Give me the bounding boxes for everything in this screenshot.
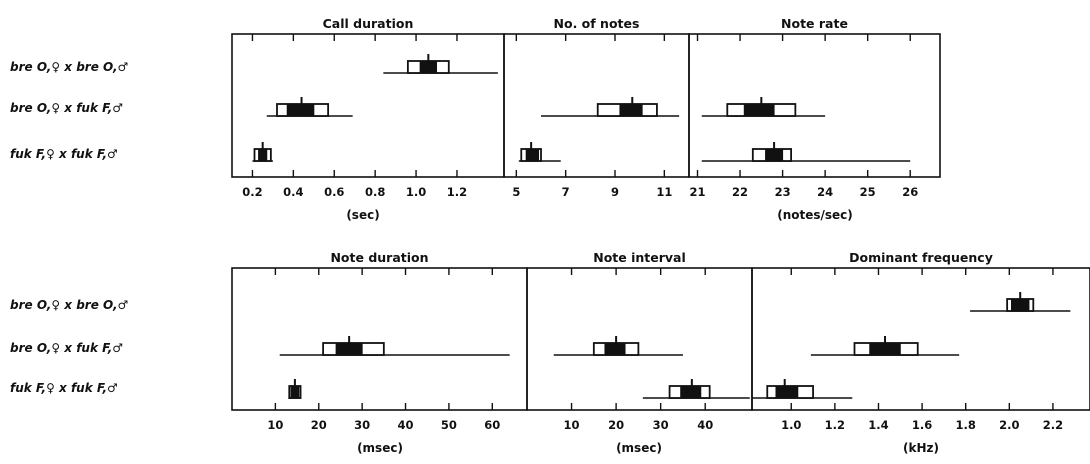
x-tick-label: 1.6: [912, 418, 932, 432]
group-2: [266, 97, 353, 117]
panel-frame: [526, 267, 753, 411]
panel-title: Note rate: [781, 16, 848, 31]
group-3: [752, 379, 853, 399]
row-label-top-1: bre O,♀ x bre O,♂: [10, 60, 128, 74]
x-axis-label: (sec): [346, 208, 379, 222]
row-label-bottom-1: bre O,♀ x bre O,♂: [10, 298, 128, 312]
x-tick-label: 25: [860, 185, 876, 199]
x-tick-label: 20: [311, 418, 327, 432]
panel-frame: [231, 33, 505, 178]
panel-frame: [751, 267, 1090, 411]
x-axis-label: (msec): [357, 441, 403, 455]
ci-box: [286, 103, 315, 117]
row-label-top-3: fuk F,♀ x fuk F,♂: [10, 147, 118, 161]
x-tick-label: 11: [656, 185, 672, 199]
x-tick-label: 9: [611, 185, 619, 199]
x-tick-label: 10: [267, 418, 283, 432]
group-1: [383, 54, 498, 74]
ci-box: [680, 385, 702, 399]
x-tick-label: 24: [817, 185, 833, 199]
panel-2: No. of notes 5 7 9 11: [503, 16, 690, 199]
panel-3: Note rate 21 22 23 24 25 26 (notes/sec): [688, 16, 941, 222]
chart-panels: Call duration 0.2 0.4 0.6 0.8 1.0 1.2 (sec) No. …: [231, 16, 1090, 455]
x-tick-label: 10: [564, 418, 580, 432]
x-tick-label: 1.2: [447, 185, 467, 199]
x-tick-label: 1.4: [868, 418, 888, 432]
ci-box: [775, 385, 799, 399]
x-tick-label: 20: [608, 418, 624, 432]
group-1: [541, 97, 680, 117]
x-tick-label: 22: [732, 185, 748, 199]
panel-1: Call duration 0.2 0.4 0.6 0.8 1.0 1.2 (sec): [231, 16, 505, 222]
panel-title: Note duration: [330, 250, 428, 265]
x-tick-label: 7: [562, 185, 570, 199]
ci-box: [619, 103, 643, 117]
ci-box: [743, 103, 775, 117]
x-axis-label: (msec): [616, 441, 662, 455]
panel-4: Note duration 10 20 30 40 50 60 (msec): [231, 250, 528, 455]
panel-frame: [231, 267, 528, 411]
group-2: [288, 379, 302, 399]
group-3: [252, 142, 273, 162]
panel-title: Note interval: [593, 250, 686, 265]
row-label-top-2: bre O,♀ x fuk F,♂: [10, 101, 123, 115]
ci-box: [604, 342, 626, 356]
x-tick-label: 2.2: [1043, 418, 1063, 432]
group-1: [701, 97, 826, 117]
x-tick-label: 1.0: [406, 185, 426, 199]
x-tick-label: 0.4: [283, 185, 303, 199]
x-tick-label: 0.6: [324, 185, 344, 199]
x-tick-label: 26: [902, 185, 918, 199]
group-1: [279, 336, 510, 356]
panel-6: Dominant frequency 1.0 1.2 1.4 1.6 1.8 2.0 2.2 (…: [751, 250, 1090, 455]
ci-box: [525, 148, 540, 162]
row-labels: bre O,♀ x bre O,♂ bre O,♀ x fuk F,♂ fuk …: [10, 60, 128, 395]
x-tick-label: 1.8: [956, 418, 976, 432]
row-label-bottom-2: bre O,♀ x fuk F,♂: [10, 341, 123, 355]
panel-frame: [688, 33, 941, 178]
row-label-bottom-3: fuk F,♀ x fuk F,♂: [10, 381, 118, 395]
panel-5: Note interval 10 20 30 40 (msec): [526, 250, 753, 455]
x-tick-label: 30: [653, 418, 669, 432]
x-tick-label: 0.8: [365, 185, 385, 199]
panel-title: No. of notes: [554, 16, 640, 31]
group-1: [970, 292, 1071, 312]
x-tick-label: 60: [484, 418, 500, 432]
x-tick-label: 0.2: [242, 185, 262, 199]
x-tick-label: 5: [512, 185, 520, 199]
panel-title: Dominant frequency: [849, 250, 993, 265]
x-tick-label: 2.0: [999, 418, 1019, 432]
x-tick-label: 1.2: [825, 418, 845, 432]
x-tick-label: 40: [398, 418, 414, 432]
group-2: [518, 142, 561, 162]
x-tick-label: 40: [697, 418, 713, 432]
x-tick-label: 30: [354, 418, 370, 432]
x-tick-label: 23: [775, 185, 791, 199]
panel-title: Call duration: [323, 16, 414, 31]
x-axis-label: (kHz): [903, 441, 939, 455]
x-axis-label: (notes/sec): [777, 208, 853, 222]
group-1: [553, 336, 683, 356]
x-tick-label: 50: [441, 418, 457, 432]
x-tick-label: 21: [690, 185, 706, 199]
group-2: [642, 379, 750, 399]
group-2: [701, 142, 911, 162]
group-2: [810, 336, 960, 356]
x-tick-label: 1.0: [781, 418, 801, 432]
